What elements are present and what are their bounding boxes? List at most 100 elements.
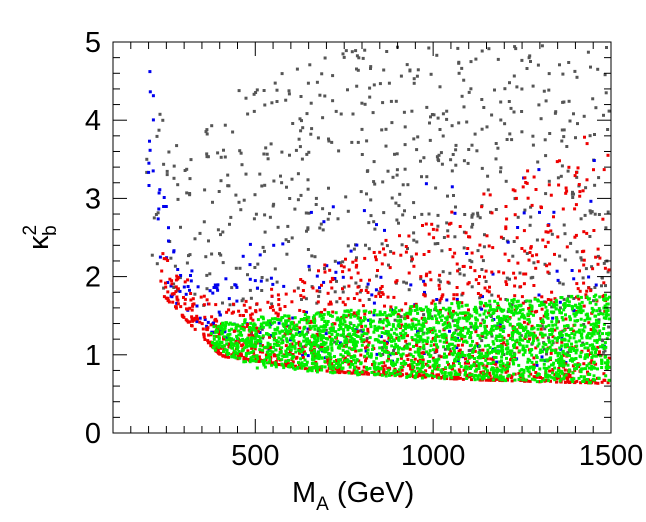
data-point [412,264,416,268]
data-point [367,318,371,322]
data-point [307,264,311,268]
data-point [248,344,251,348]
data-point [242,339,246,343]
data-point [276,293,280,297]
data-point [393,369,397,373]
data-point [492,369,496,373]
data-point [356,285,360,289]
data-point [526,360,530,364]
data-point [505,276,509,280]
data-point [343,303,347,307]
data-point [451,353,455,357]
data-point [414,327,418,330]
data-point [450,342,454,346]
data-point [232,349,236,353]
data-point [166,290,170,294]
data-point [281,316,285,319]
data-point [207,239,210,243]
data-point [328,268,332,272]
data-point [441,270,445,274]
data-point [279,337,283,341]
data-point [437,373,441,377]
data-point [251,355,255,359]
data-point [372,83,376,87]
data-point [354,340,358,344]
data-point [555,269,559,273]
data-point [406,358,410,361]
data-point [323,320,327,324]
data-point [435,53,439,57]
data-point [359,336,363,340]
data-point [455,355,459,359]
data-point [574,357,578,360]
data-point [388,372,392,375]
data-point [466,327,470,331]
data-point [570,332,574,335]
data-point [527,318,531,321]
data-point [298,117,302,121]
data-point [464,311,468,315]
data-point [280,358,284,362]
data-point [315,367,319,371]
data-point [341,315,345,319]
data-point [520,295,524,299]
data-point [286,332,290,336]
data-point [541,238,545,242]
data-point [324,332,328,336]
data-point [519,308,522,312]
data-point [449,350,453,354]
data-point [554,298,558,302]
data-point [338,370,342,374]
data-point [315,368,319,372]
data-point [545,359,549,363]
data-point [318,93,322,97]
data-point [487,309,491,313]
data-point [496,315,499,319]
data-point [368,86,372,90]
data-point [574,351,578,355]
data-point [485,315,488,319]
data-point [471,212,475,216]
data-point [210,315,214,319]
data-point [572,192,575,196]
data-point [352,297,356,300]
data-point [579,256,583,260]
data-point [470,143,474,147]
data-point [483,309,487,313]
data-point [416,311,420,315]
data-point [415,339,419,343]
data-point [598,256,602,260]
data-point [524,181,528,184]
data-point [434,333,438,337]
data-point [549,351,553,355]
data-point [418,369,422,373]
data-point [193,292,197,296]
data-point [230,343,234,347]
data-point [218,332,221,336]
data-point [345,314,349,318]
data-point [252,109,256,113]
data-point [215,340,219,344]
data-point [253,337,257,341]
data-point [162,196,166,199]
data-point [466,282,470,286]
data-point [454,163,458,167]
data-point [289,321,293,325]
data-point [215,286,219,290]
data-point [384,374,388,378]
data-point [413,357,417,361]
data-point [403,143,407,147]
data-point [300,361,304,365]
data-point [212,286,216,289]
data-point [337,149,341,153]
data-point [523,348,527,352]
data-point [435,321,439,324]
data-point [299,129,303,133]
data-point [311,333,315,337]
x-tick-label: 1000 [401,440,466,472]
data-point [412,317,416,321]
data-point [536,327,540,331]
data-point [500,352,504,356]
data-point [373,361,377,365]
data-point [372,160,376,164]
